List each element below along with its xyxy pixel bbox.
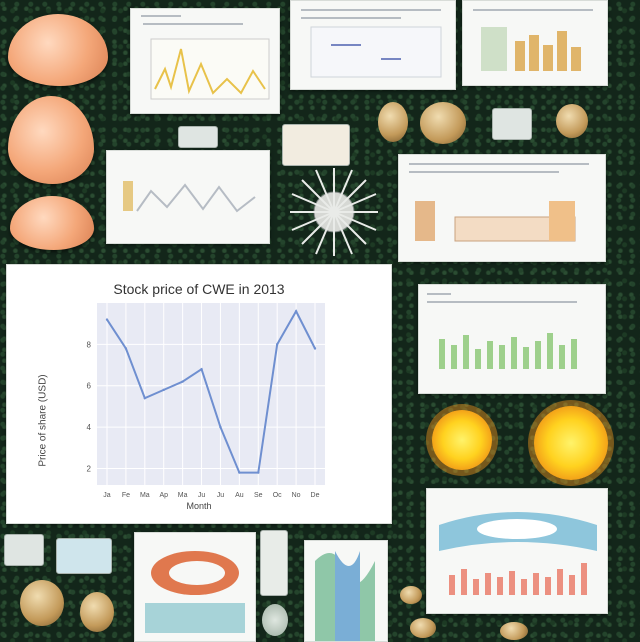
chip-1	[178, 126, 218, 148]
data-point	[238, 471, 241, 474]
thumb-bar-chart-red	[439, 512, 597, 595]
sun-2	[534, 406, 608, 480]
main-line-chart: 8 6 4 2 Ja Fe Ma Ap Ma Ju Ju Au Se Oc No De	[87, 303, 325, 499]
thumb-chart-right-green	[418, 284, 606, 394]
data-point	[219, 425, 222, 429]
x-tick-label: Se	[254, 492, 263, 499]
y-tick-label: 8	[87, 340, 92, 349]
chip-3	[492, 108, 532, 140]
thumb-bar-chart-green	[439, 333, 577, 369]
data-point	[294, 310, 298, 313]
plot-area	[97, 303, 325, 485]
chip-4	[4, 534, 44, 566]
thumb-bar-chart-tan	[481, 27, 581, 71]
data-point	[275, 343, 279, 346]
thumb-chart-top-mid	[290, 0, 456, 90]
shell-3	[10, 196, 94, 250]
thumb-3d-ring	[134, 532, 256, 642]
x-tick-label: Ju	[217, 492, 225, 499]
data-point	[181, 380, 184, 383]
x-tick-label: Ma	[140, 492, 150, 499]
x-axis-label: Month	[186, 501, 212, 511]
thumb-chart-mid-right	[398, 154, 606, 262]
shell-2	[8, 96, 94, 184]
y-tick-label: 2	[87, 464, 92, 473]
thumb-bar-chart-peach	[415, 201, 576, 242]
data-point	[143, 396, 147, 400]
stone-3	[556, 104, 588, 138]
thumb-ribbon-shape	[315, 551, 375, 641]
x-tick-label: No	[292, 492, 301, 499]
data-point	[105, 318, 109, 321]
chip-5	[56, 538, 112, 574]
stone-5	[80, 592, 114, 632]
stone-8	[410, 618, 436, 638]
x-tick-label: Ju	[198, 492, 206, 499]
stone-6	[262, 604, 288, 636]
thumb-chart-bottom-right	[426, 488, 608, 614]
stone-7	[400, 586, 422, 604]
x-tick-label: Fe	[122, 492, 130, 499]
x-tick-label: Oc	[273, 492, 282, 499]
thumb-step-chart	[310, 26, 442, 78]
data-point	[200, 367, 203, 371]
data-point	[257, 471, 260, 474]
device-1	[260, 530, 288, 596]
thumb-ring-shape	[145, 551, 245, 633]
series-line	[106, 309, 316, 474]
thumb-line-chart-grey	[123, 181, 256, 213]
x-tick-label: Au	[235, 492, 244, 499]
sun-1	[432, 410, 492, 470]
shell-1	[8, 14, 108, 86]
data-point	[162, 388, 165, 392]
stone-2	[420, 102, 466, 144]
stone-9	[500, 622, 528, 640]
thumb-line-chart-yellow	[150, 38, 270, 100]
x-tick-label: Ja	[103, 492, 111, 499]
stone-4	[20, 580, 64, 626]
data-point	[313, 347, 317, 350]
x-tick-label: De	[311, 492, 320, 499]
x-tick-label: Ap	[159, 492, 168, 499]
stone-1	[378, 102, 408, 142]
thumb-chart-top-right	[462, 0, 608, 86]
sea-urchin	[290, 168, 378, 256]
thumb-chart-top-left	[130, 8, 280, 114]
x-tick-label: Ma	[178, 492, 188, 499]
y-tick-label: 6	[87, 382, 92, 391]
chart-title: Stock price of CWE in 2013	[113, 281, 285, 297]
y-tick-label: 4	[87, 423, 92, 432]
thumb-vertical-chart	[304, 540, 388, 642]
thumb-chart-mid-left	[106, 150, 270, 244]
data-point	[124, 347, 128, 350]
main-chart-card: Stock price of CWE in 2013 Price of shar…	[6, 264, 392, 524]
chip-2	[282, 124, 350, 166]
